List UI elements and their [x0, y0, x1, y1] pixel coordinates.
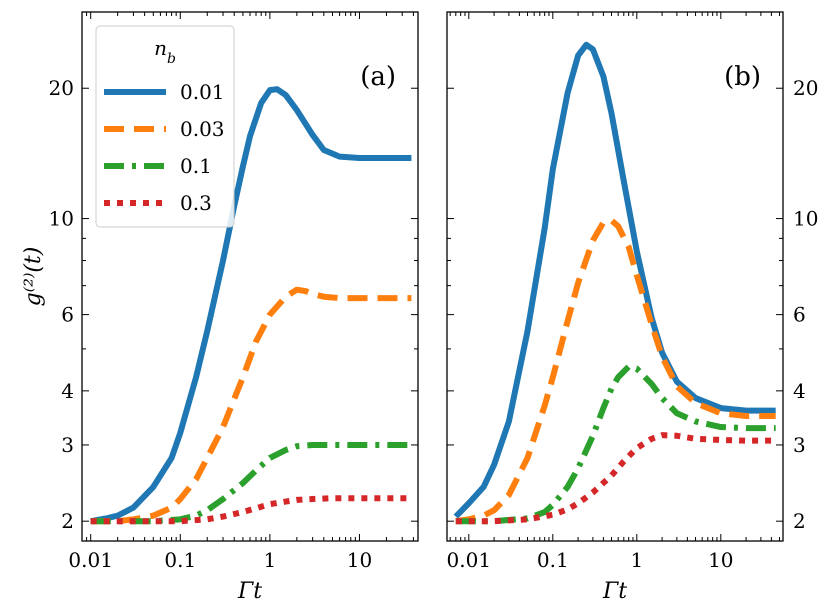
y-tick-label: 6: [793, 303, 806, 327]
series-line-0.01: [453, 41, 776, 519]
series-line-0.3: [455, 432, 776, 525]
x-tick-label: 1: [630, 548, 643, 572]
series-line-0.01: [90, 86, 412, 525]
x-tick-label: 0.01: [68, 548, 113, 572]
x-tick-label: 0.1: [537, 548, 569, 572]
x-tick-label: 1: [264, 548, 277, 572]
x-tick-label: 10: [347, 548, 372, 572]
y-tick-label: 6: [61, 303, 74, 327]
y-tick-label: 20: [49, 76, 74, 100]
x-tick-label: 10: [708, 548, 733, 572]
y-tick-label: 2: [793, 509, 806, 533]
x-tick-label: 0.1: [164, 548, 196, 572]
y-tick-label: 2: [61, 509, 74, 533]
y-tick-label: 3: [793, 433, 806, 457]
y-tick-label: 10: [793, 207, 818, 231]
panel-a: 0.01 0.1 1 1023461020Γtg⁽²⁾(t)(a)nb0.010.03…: [21, 11, 419, 604]
y-axis-label: g⁽²⁾(t): [21, 247, 46, 307]
x-tick-label: 0.01: [447, 548, 492, 572]
y-tick-label: 4: [61, 379, 74, 403]
axes-frame: [446, 11, 784, 542]
legend-label: 0.03: [180, 117, 225, 141]
panel-label: (a): [360, 62, 396, 92]
legend-title-subscript: b: [167, 51, 176, 67]
series-group: [453, 41, 776, 525]
series-line-0.1: [90, 441, 412, 525]
y-tick-label: 4: [793, 379, 806, 403]
panel-b: 0.01 0.1 1 10 2 3 4 6 10 20 Γt (b): [446, 11, 818, 604]
legend: nb0.010.030.10.3: [95, 25, 235, 228]
y-tick-label: 10: [49, 207, 74, 231]
x-axis-label: Γt: [237, 579, 262, 604]
series-line-0.03: [455, 217, 776, 525]
legend-label: 0.3: [180, 191, 212, 215]
series-group: [90, 86, 412, 525]
legend-label: 0.1: [180, 154, 212, 178]
legend-label: 0.01: [180, 80, 225, 104]
panel-label: (b): [724, 62, 761, 92]
y-tick-label: 3: [61, 433, 74, 457]
x-axis-label: Γt: [602, 579, 627, 604]
y-tick-label: 20: [793, 76, 818, 100]
series-line-0.3: [90, 495, 412, 525]
series-line-0.1: [455, 363, 776, 525]
series-line-0.03: [90, 286, 412, 525]
